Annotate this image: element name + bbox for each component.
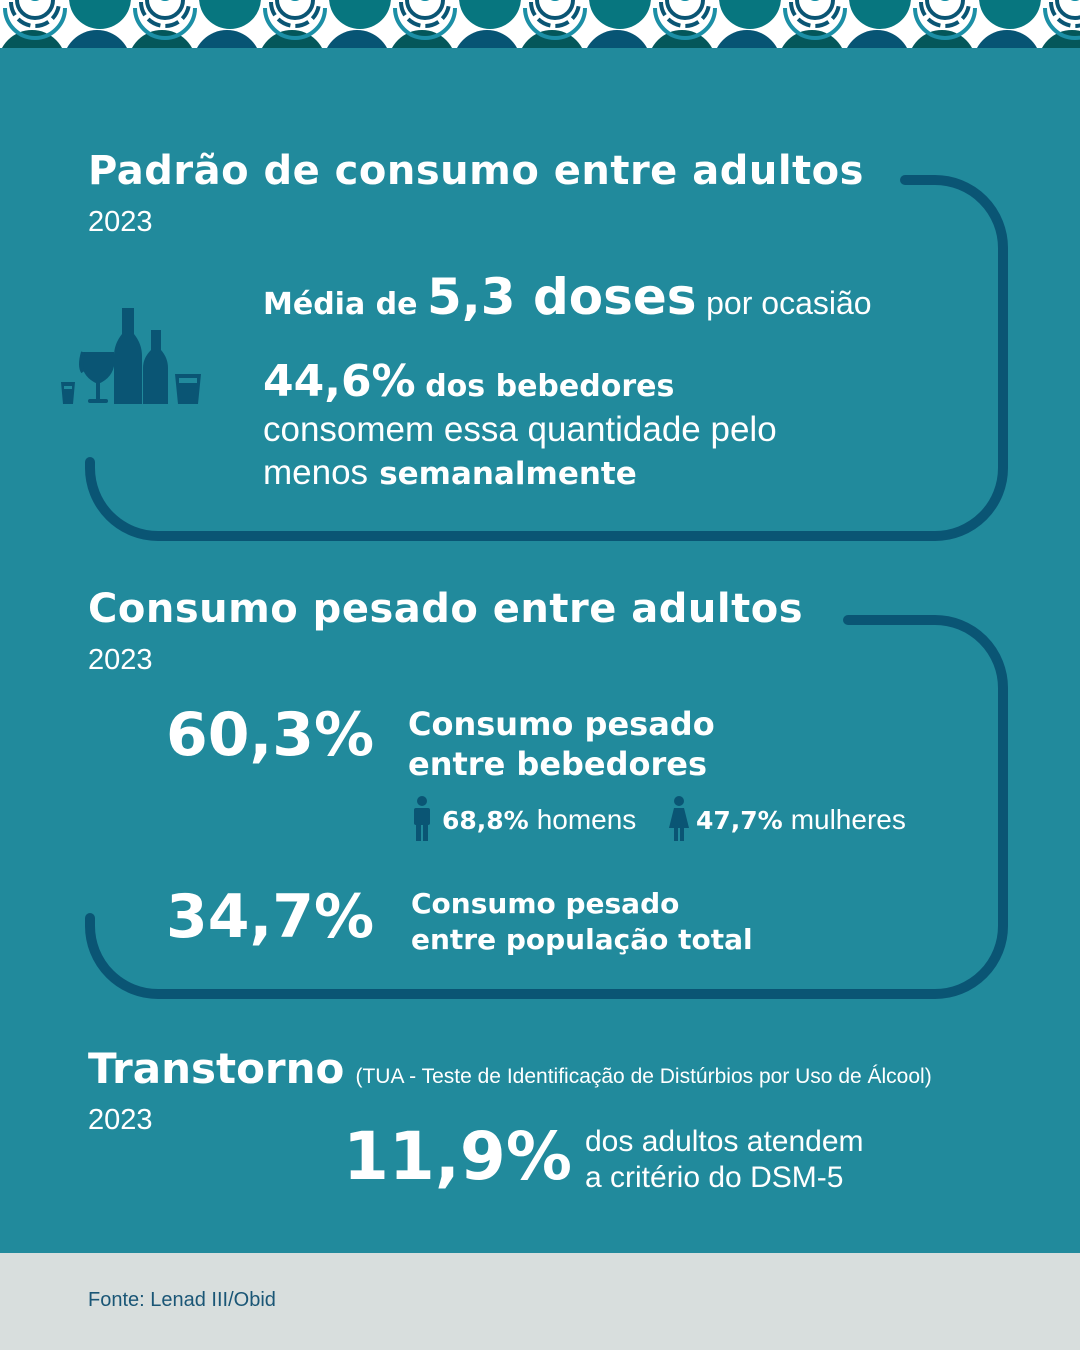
weekly-stat-bold: dos bebedores: [425, 369, 675, 404]
man-icon: [414, 796, 430, 841]
section-year: 2023: [88, 1104, 153, 1136]
circles-pattern-icon: [2, 0, 1080, 48]
decorative-pattern: [0, 0, 1080, 48]
weekly-stat-line1: 44,6% dos bebedores: [263, 356, 674, 407]
disorder-value: 11,9%: [343, 1118, 572, 1195]
total-population-label: Consumo pesado entre população total: [411, 886, 753, 958]
section-year: 2023: [88, 206, 153, 238]
average-prefix: Média de: [263, 287, 418, 322]
section-title-padrao: Padrão de consumo entre adultos: [88, 148, 864, 194]
label-line: Consumo pesado: [411, 887, 680, 920]
bottles-glasses-icon: [58, 306, 218, 438]
average-suffix: por ocasião: [706, 285, 872, 321]
women-value: 47,7%: [696, 806, 783, 835]
transtorno-title: Transtorno: [88, 1044, 345, 1093]
average-doses-line: Média de 5,3 doses por ocasião: [263, 268, 872, 326]
section-year: 2023: [88, 644, 153, 676]
label-line: dos adultos atendem: [585, 1125, 864, 1158]
transtorno-subtitle: (TUA - Teste de Identificação de Distúrb…: [355, 1065, 932, 1088]
label-line: a critério do DSM-5: [585, 1161, 844, 1194]
men-value: 68,8%: [442, 806, 529, 835]
connector-lines: [85, 175, 1008, 999]
weekly-stat-emphasis: semanalmente: [379, 456, 637, 492]
men-stat: 68,8% homens: [442, 804, 636, 836]
heavy-drinkers-value: 60,3%: [166, 700, 375, 770]
label-line: entre população total: [411, 923, 753, 956]
label-line: Consumo pesado: [408, 705, 715, 743]
section-title-transtorno: Transtorno (TUA - Teste de Identificação…: [88, 1044, 932, 1093]
weekly-stat-line2: consomem essa quantidade pelo: [263, 410, 777, 449]
weekly-stat-line3: menos semanalmente: [263, 453, 637, 493]
men-label: homens: [536, 804, 637, 835]
label-line: entre bebedores: [408, 745, 708, 783]
woman-icon: [669, 796, 689, 841]
disorder-label: dos adultos atendem a critério do DSM-5: [585, 1124, 864, 1196]
weekly-stat-value: 44,6%: [263, 356, 416, 407]
gender-breakdown: 68,8% homens 47,7% mulheres: [412, 794, 932, 842]
infographic-body: Padrão de consumo entre adultos 2023: [0, 48, 1080, 1253]
section-title-consumo-pesado: Consumo pesado entre adultos: [88, 586, 804, 632]
average-doses-value: 5,3 doses: [427, 268, 697, 326]
total-population-value: 34,7%: [166, 882, 375, 952]
women-stat: 47,7% mulheres: [696, 804, 906, 836]
footer: Fonte: Lenad III/Obid: [0, 1253, 1080, 1350]
heavy-drinkers-label: Consumo pesado entre bebedores: [408, 704, 715, 784]
weekly-stat-prefix: menos: [263, 453, 369, 492]
source-credit: Fonte: Lenad III/Obid: [88, 1289, 276, 1311]
women-label: mulheres: [790, 804, 906, 835]
